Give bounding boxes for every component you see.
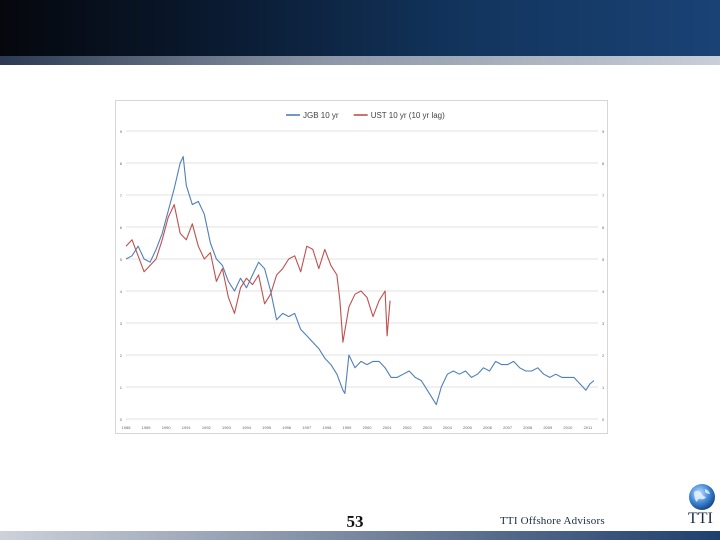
y-tick-label-left: 2 [120, 353, 123, 358]
y-tick-label-left: 7 [120, 193, 123, 198]
x-tick-label: 2005 [463, 425, 473, 430]
x-tick-label: 1993 [222, 425, 232, 430]
corner-logo-mark: TTI [688, 510, 713, 527]
y-tick-label-right: 6 [602, 225, 605, 230]
x-tick-label: 2007 [503, 425, 513, 430]
y-tick-label-left: 8 [120, 161, 123, 166]
y-tick-label-right: 0 [602, 417, 605, 422]
y-tick-label-left: 4 [120, 289, 123, 294]
x-tick-label: 2004 [443, 425, 453, 430]
header-stripe [0, 56, 720, 65]
x-tick-label: 1992 [202, 425, 212, 430]
y-tick-label-right: 1 [602, 385, 605, 390]
y-tick-label-right: 4 [602, 289, 605, 294]
x-tick-label: 1990 [162, 425, 172, 430]
y-tick-label-left: 0 [120, 417, 123, 422]
x-tick-label: 1991 [182, 425, 192, 430]
series-line-ust [125, 204, 391, 343]
y-tick-label-right: 9 [602, 129, 605, 134]
x-tick-label: 1997 [302, 425, 312, 430]
x-tick-label: 1988 [122, 425, 132, 430]
x-tick-label: 1996 [282, 425, 292, 430]
footer-band [0, 531, 720, 540]
x-tick-label: 2009 [543, 425, 553, 430]
title-bar-band [0, 0, 720, 56]
y-tick-label-right: 7 [602, 193, 605, 198]
globe-icon [689, 484, 715, 510]
footer-brand: TTI Offshore Advisors [500, 515, 605, 527]
y-tick-label-left: 9 [120, 129, 123, 134]
series-line-jgb [125, 156, 595, 406]
y-tick-label-left: 6 [120, 225, 123, 230]
legend-label: JGB 10 yr [303, 111, 339, 120]
x-tick-label: 2002 [403, 425, 413, 430]
y-tick-label-left: 5 [120, 257, 123, 262]
x-tick-label: 2006 [483, 425, 493, 430]
x-tick-label: 2008 [523, 425, 533, 430]
x-tick-label: 1999 [342, 425, 352, 430]
x-tick-label: 2001 [383, 425, 393, 430]
x-tick-label: 1995 [262, 425, 272, 430]
x-tick-label: 2003 [423, 425, 433, 430]
y-tick-label-right: 2 [602, 353, 605, 358]
x-tick-label: 1998 [322, 425, 332, 430]
chart-frame: 0 0 1 1 2 2 3 3 4 4 5 5 6 6 7 7 8 8 9 9 1988 1989 1990 1991 1992… [115, 100, 608, 434]
y-tick-label-left: 1 [120, 385, 123, 390]
legend-label: UST 10 yr (10 yr lag) [371, 111, 445, 120]
y-tick-label-right: 3 [602, 321, 605, 326]
x-tick-label: 2011 [584, 425, 593, 430]
x-tick-label: 1989 [142, 425, 152, 430]
x-tick-label: 1994 [242, 425, 252, 430]
x-tick-label: 2010 [563, 425, 573, 430]
x-tick-label: 2000 [363, 425, 373, 430]
line-chart: 0 0 1 1 2 2 3 3 4 4 5 5 6 6 7 7 8 8 9 9 1988 1989 1990 1991 1992… [120, 111, 605, 430]
y-tick-label-left: 3 [120, 321, 123, 326]
y-tick-label-right: 5 [602, 257, 605, 262]
page-number: 53 [346, 512, 364, 531]
y-tick-label-right: 8 [602, 161, 605, 166]
